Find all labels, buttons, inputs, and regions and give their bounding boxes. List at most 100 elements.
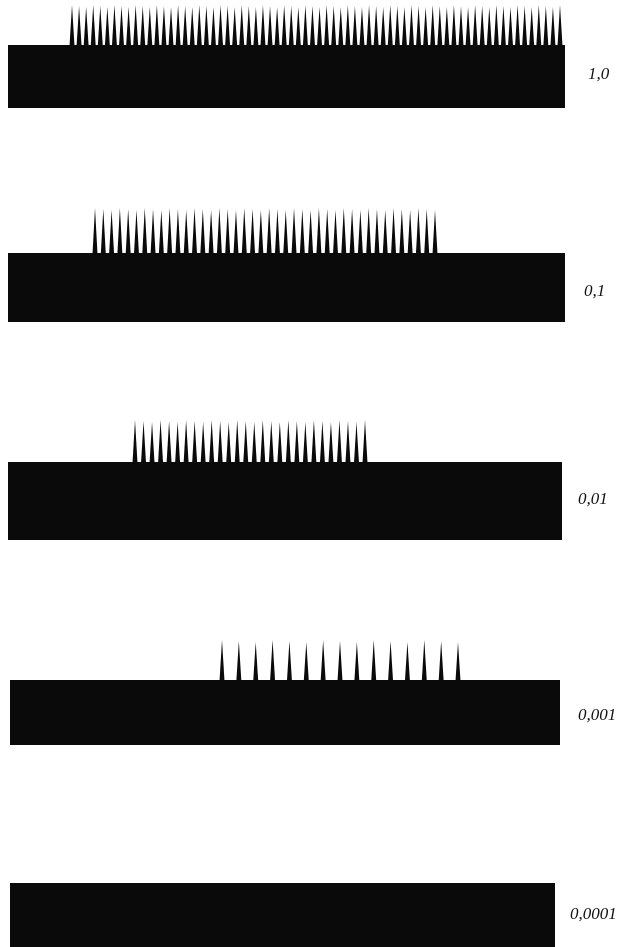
spike <box>211 7 216 46</box>
spike <box>287 641 292 681</box>
spike <box>183 6 188 46</box>
spike <box>175 422 180 463</box>
spike <box>371 640 376 681</box>
spike <box>501 6 506 46</box>
trace-band <box>8 462 562 540</box>
spike <box>190 7 195 46</box>
spike <box>345 5 350 46</box>
spike <box>437 6 442 46</box>
spike <box>331 6 336 46</box>
spike <box>225 6 230 46</box>
spike <box>487 7 492 46</box>
spike <box>416 6 421 46</box>
spike <box>543 6 548 46</box>
spike <box>204 6 209 46</box>
spike <box>252 422 257 463</box>
spike <box>192 421 197 463</box>
spike <box>246 6 251 46</box>
spike <box>328 422 333 463</box>
spike <box>433 210 438 254</box>
spike <box>558 5 563 46</box>
trace-label: 1,0 <box>588 64 610 83</box>
spike <box>388 641 393 681</box>
spike <box>275 7 280 46</box>
spike <box>321 640 326 681</box>
spike <box>317 7 322 46</box>
spike <box>333 210 338 254</box>
spike <box>303 422 308 463</box>
spike <box>350 209 355 254</box>
spike <box>161 6 166 46</box>
spike <box>167 208 172 254</box>
spike <box>320 421 325 463</box>
spike <box>169 7 174 46</box>
spike <box>270 640 275 681</box>
spike <box>151 209 156 254</box>
spike <box>112 5 117 46</box>
spike <box>354 642 359 681</box>
spike <box>494 5 499 46</box>
spike <box>480 6 485 46</box>
spike <box>381 7 386 46</box>
spike <box>201 422 206 463</box>
spike <box>324 5 329 46</box>
spike <box>466 7 471 46</box>
spike <box>296 7 301 46</box>
trace-band <box>10 883 555 947</box>
spike <box>430 5 435 46</box>
spike <box>117 208 122 254</box>
spike <box>158 420 163 463</box>
spike <box>391 208 396 254</box>
spike <box>536 5 541 46</box>
spike <box>388 5 393 46</box>
spike <box>253 642 258 681</box>
spike <box>292 208 297 254</box>
spike <box>363 420 368 463</box>
spike <box>84 7 89 46</box>
trace-label: 0,001 <box>578 705 616 724</box>
spike <box>422 640 427 681</box>
spike <box>405 642 410 681</box>
spike <box>338 7 343 46</box>
spike <box>408 210 413 254</box>
trace-band <box>8 253 565 322</box>
spike <box>269 421 274 463</box>
spike <box>140 6 145 46</box>
spike <box>424 209 429 254</box>
spike <box>109 210 114 254</box>
spike <box>383 210 388 254</box>
spike <box>304 642 309 681</box>
spike <box>232 7 237 46</box>
spike <box>209 420 214 463</box>
spike <box>550 7 555 46</box>
spike <box>167 421 172 463</box>
spike <box>366 208 371 254</box>
spike <box>294 421 299 463</box>
spike <box>192 208 197 254</box>
spike <box>220 640 225 681</box>
spike <box>423 7 428 46</box>
spike <box>277 422 282 463</box>
spike <box>93 208 98 254</box>
spike <box>444 7 449 46</box>
spike <box>508 7 513 46</box>
spike <box>529 7 534 46</box>
spike <box>239 5 244 46</box>
spike <box>119 6 124 46</box>
spike <box>337 420 342 463</box>
spike <box>253 7 258 46</box>
spike <box>70 5 75 46</box>
trace-label: 0,1 <box>584 281 605 300</box>
spike <box>268 6 273 46</box>
spike <box>225 209 230 254</box>
spike <box>282 5 287 46</box>
spike <box>310 6 315 46</box>
trace-band <box>10 680 560 745</box>
spike <box>133 5 138 46</box>
spike <box>260 420 265 463</box>
spike <box>217 208 222 254</box>
spike <box>402 7 407 46</box>
page: 1,0 0,1 0,01 0,001 0,0001 (() => { const… <box>0 0 622 947</box>
spike <box>354 422 359 463</box>
spike <box>142 208 147 254</box>
